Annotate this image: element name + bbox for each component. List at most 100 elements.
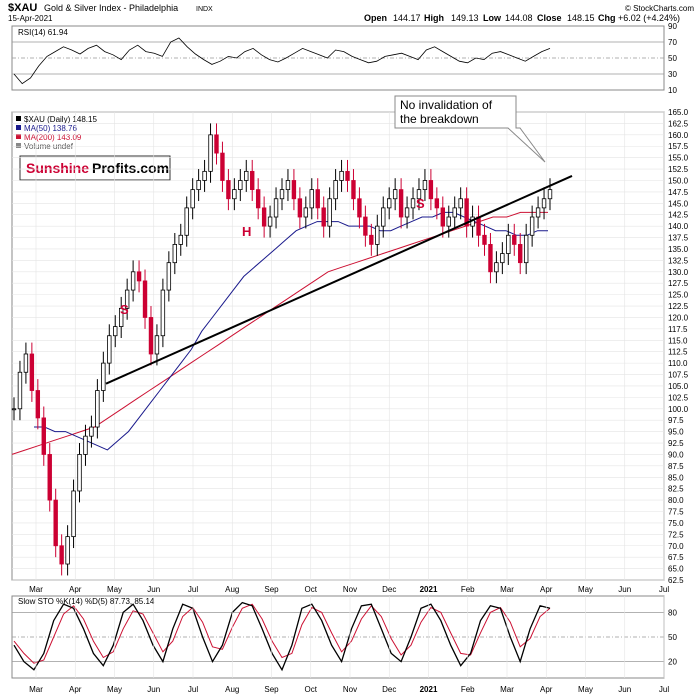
price-tick-label: 112.5: [668, 348, 688, 357]
price-tick-label: 102.5: [668, 393, 689, 402]
price-bar-body: [101, 362, 106, 391]
price-tick-label: 117.5: [668, 325, 688, 334]
sto-x-tick-label: Mar: [500, 685, 514, 694]
price-bar-body: [71, 490, 76, 538]
sto-x-tick-label: Apr: [540, 685, 553, 694]
sto-x-tick-label: Feb: [461, 685, 475, 694]
price-bar-body: [309, 189, 314, 209]
price-bars: [11, 123, 553, 576]
price-grid: [12, 111, 664, 581]
sto-x-tick-label: May: [107, 685, 122, 694]
price-bar-body: [464, 198, 469, 227]
price-tick-label: 72.5: [668, 530, 684, 539]
price-bar-body: [285, 180, 291, 191]
price-tick-label: 65.0: [668, 565, 684, 574]
sto-tick-label: 50: [668, 633, 677, 642]
high-label: High: [424, 13, 444, 23]
sto-y-ticks: 80 50 20: [668, 608, 677, 666]
callout-box: [394, 95, 546, 163]
price-bar-body: [136, 271, 142, 282]
legend-ma50: MA(50) 138.76: [24, 124, 77, 133]
price-tick-label: 157.5: [668, 142, 689, 151]
price-bar-body: [29, 353, 35, 391]
price-tick-label: 145.0: [668, 199, 689, 208]
price-x-ticks: Mar Apr May Jun Jul Aug Sep Oct Nov Dec 2021 Feb Mar…: [29, 112, 669, 594]
sto-x-tick-label: Oct: [305, 685, 318, 694]
price-x-tick-label: Jun: [618, 585, 631, 594]
price-tick-label: 67.5: [668, 553, 684, 562]
price-bar-body: [297, 198, 303, 218]
price-bar-body: [345, 170, 350, 181]
price-bar-body: [351, 180, 356, 200]
price-bar-body: [440, 207, 445, 227]
sto-grid: [12, 612, 664, 662]
rsi-series-line: [13, 37, 551, 85]
price-bar-body: [23, 353, 29, 373]
price-bar-body: [369, 234, 374, 245]
legend-ma200: MA(200) 143.09: [24, 133, 82, 142]
price-bar-body: [250, 170, 255, 191]
rsi-tick-label: 30: [668, 70, 677, 79]
price-tick-label: 105.0: [668, 382, 689, 391]
ma200-line: [11, 211, 548, 455]
price-bar-body: [65, 536, 70, 565]
legend-price: $XAU (Daily) 148.15: [24, 115, 97, 124]
price-x-tick-label: Oct: [305, 585, 318, 594]
left-shoulder-label: S: [120, 302, 129, 317]
sto-x-tick-label: Mar: [29, 685, 43, 694]
ma50-line: [34, 211, 548, 451]
price-tick-label: 80.0: [668, 496, 684, 505]
price-bar-body: [392, 189, 398, 200]
price-bar-body: [244, 170, 249, 181]
price-bar-body: [130, 271, 136, 291]
price-bar-body: [518, 244, 523, 264]
price-bar-body: [142, 280, 148, 318]
high-value: 149.13: [451, 13, 479, 23]
price-x-tick-label: Apr: [540, 585, 553, 594]
price-bar-body: [59, 545, 64, 565]
rsi-tick-label: 90: [668, 22, 677, 31]
price-x-tick-label: May: [578, 585, 593, 594]
price-bar-body: [500, 253, 505, 264]
price-bar-body: [386, 198, 392, 209]
legend-volume-swatch: [16, 143, 21, 148]
price-x-tick-label: Jul: [659, 585, 669, 594]
price-bar-body: [315, 189, 320, 209]
price-bar-body: [458, 198, 463, 209]
price-bar-body: [11, 408, 17, 411]
date-label: 15-Apr-2021: [8, 14, 53, 23]
price-bar-body: [154, 335, 160, 355]
price-bar-body: [238, 180, 243, 191]
price-bar-body: [321, 207, 326, 227]
price-tick-label: 155.0: [668, 154, 689, 163]
price-tick-label: 132.5: [668, 256, 689, 265]
price-bar-body: [357, 198, 362, 218]
sto-x-tick-label: Jul: [188, 685, 198, 694]
price-bar-body: [428, 180, 434, 200]
price-tick-label: 87.5: [668, 462, 684, 471]
price-tick-label: 122.5: [668, 302, 689, 311]
close-value: 148.15: [567, 13, 595, 23]
price-tick-label: 150.0: [668, 176, 689, 185]
price-bar-body: [506, 234, 511, 254]
brand-part1: Sunshine: [26, 160, 89, 176]
price-bar-body: [434, 198, 440, 209]
low-label: Low: [483, 13, 502, 23]
price-bar-body: [339, 170, 344, 181]
sto-x-tick-label: Nov: [343, 685, 357, 694]
price-bar-body: [267, 216, 273, 227]
price-x-tick-label: 2021: [420, 585, 438, 594]
price-bar-body: [422, 180, 428, 191]
price-bar-body: [214, 134, 219, 154]
price-bar-body: [226, 180, 231, 200]
sto-x-tick-label: Jul: [659, 685, 669, 694]
price-bar-body: [381, 207, 386, 227]
price-tick-label: 70.0: [668, 542, 684, 551]
price-tick-label: 100.0: [668, 405, 689, 414]
price-bar-body: [523, 234, 529, 264]
price-bar-body: [482, 234, 487, 245]
price-bar-body: [291, 180, 297, 200]
price-bar-body: [541, 198, 547, 209]
price-bar-body: [529, 216, 535, 236]
price-bar-body: [47, 454, 52, 501]
